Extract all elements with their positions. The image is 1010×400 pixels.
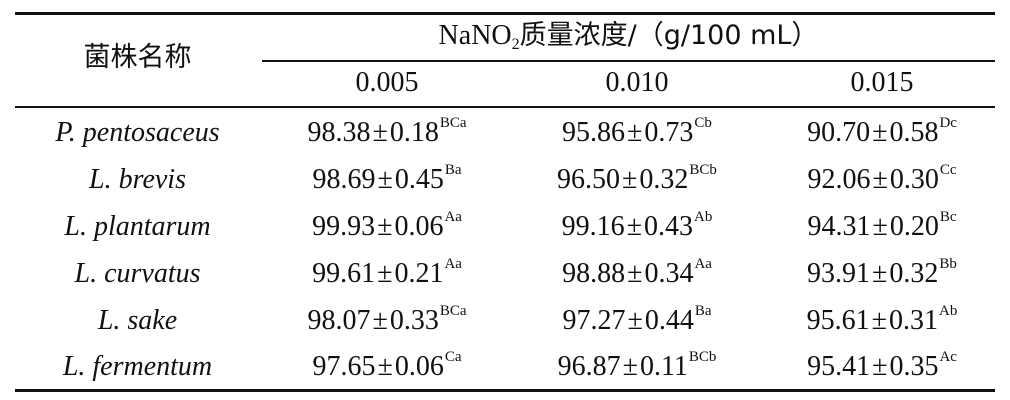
concentration-header-subscript: 2 xyxy=(511,36,520,53)
column-header-0: 0.005 xyxy=(355,67,419,98)
table-top-rule xyxy=(15,12,995,15)
table-bottom-rule xyxy=(15,389,995,392)
significance-letters: Cb xyxy=(694,115,712,131)
significance-letters: Aa xyxy=(444,256,462,272)
table-cell: 94.31±0.20Bc xyxy=(807,209,957,243)
header-sub-rule xyxy=(262,60,995,62)
significance-letters: Dc xyxy=(939,115,957,131)
significance-letters: BCa xyxy=(439,303,467,319)
table-cell: 98.69±0.45Ba xyxy=(312,162,462,196)
significance-letters: Aa xyxy=(444,209,462,225)
significance-letters: Ca xyxy=(444,349,462,365)
column-header-2: 0.015 xyxy=(850,67,914,98)
strain-name: L. brevis xyxy=(89,164,186,195)
table-cell: 90.70±0.58Dc xyxy=(807,115,957,149)
strain-name: P. pentosaceus xyxy=(55,117,220,148)
table-cell: 96.50±0.32BCb xyxy=(557,162,717,196)
table-cell: 97.27±0.44Ba xyxy=(562,303,712,337)
significance-letters: Aa xyxy=(694,256,712,272)
significance-letters: BCa xyxy=(439,115,467,131)
significance-letters: Cc xyxy=(939,162,957,178)
strain-name: L. fermentum xyxy=(62,351,213,382)
concentration-header-suffix: 质量浓度/（g/100 mL） xyxy=(519,20,819,51)
table-cell: 96.87±0.11BCb xyxy=(557,349,717,383)
table-cell: 95.61±0.31Ab xyxy=(806,303,958,337)
significance-letters: Bc xyxy=(939,209,957,225)
table-cell: 99.61±0.21Aa xyxy=(312,256,462,290)
strain-name: L. sake xyxy=(97,305,178,336)
table-cell: 99.93±0.06Aa xyxy=(312,209,462,243)
significance-letters: Ab xyxy=(694,209,713,225)
table-cell: 99.16±0.43Ab xyxy=(561,209,713,243)
table-cell: 92.06±0.30Cc xyxy=(807,162,957,196)
significance-letters: Ba xyxy=(444,162,462,178)
strain-column-header: 菌株名称 xyxy=(83,42,192,73)
column-header-1: 0.010 xyxy=(605,67,669,98)
header-bottom-rule xyxy=(15,106,995,108)
table-cell: 98.07±0.33BCa xyxy=(307,303,467,337)
table-cell: 95.86±0.73Cb xyxy=(562,115,712,149)
table-cell: 98.88±0.34Aa xyxy=(562,256,712,290)
table-cell: 95.41±0.35Ac xyxy=(807,349,957,383)
significance-letters: Ab xyxy=(939,303,958,319)
significance-letters: Bb xyxy=(939,256,957,272)
concentration-header-prefix: NaNO xyxy=(438,20,512,51)
significance-letters: Ba xyxy=(694,303,712,319)
table-cell: 97.65±0.06Ca xyxy=(312,349,462,383)
significance-letters: BCb xyxy=(688,349,717,365)
significance-letters: BCb xyxy=(689,162,717,178)
strain-name: L. plantarum xyxy=(64,211,211,242)
table-cell: 93.91±0.32Bb xyxy=(807,256,957,290)
concentration-header: NaNO2质量浓度/（g/100 mL） xyxy=(262,16,995,56)
significance-letters: Ac xyxy=(939,349,957,365)
strain-name: L. curvatus xyxy=(74,258,201,289)
table-cell: 98.38±0.18BCa xyxy=(307,115,467,149)
